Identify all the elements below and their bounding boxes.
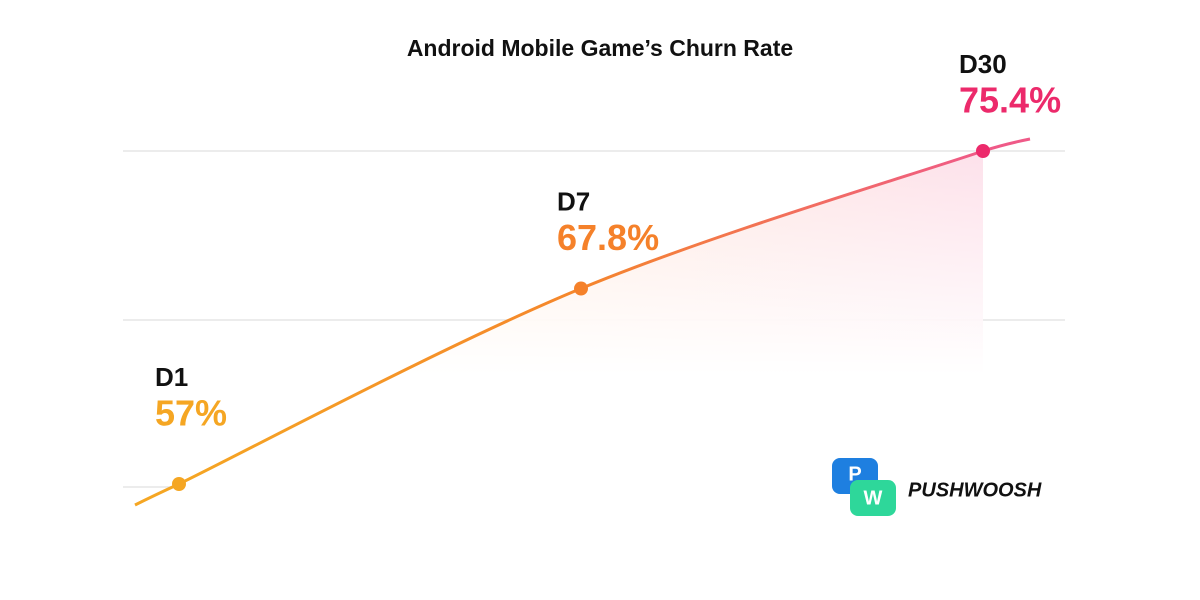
chart-title: Android Mobile Game’s Churn Rate [407,35,793,61]
category-label: D7 [557,186,590,216]
value-label: 75.4% [959,80,1061,121]
category-label: D30 [959,49,1007,79]
category-label: D1 [155,362,188,392]
logo-letter: P [848,463,861,485]
logo-letter: W [864,487,883,509]
point [574,281,588,296]
point [172,477,186,491]
line-tail [982,137,1031,153]
value-label: 67.8% [557,217,659,258]
brand-logo: P W PUSHWOOSH [832,458,1042,516]
point [976,144,990,158]
brand-name: PUSHWOOSH [908,479,1042,501]
value-label: 57% [155,393,227,434]
area-fade [179,151,983,524]
logo-bubble [850,480,896,516]
